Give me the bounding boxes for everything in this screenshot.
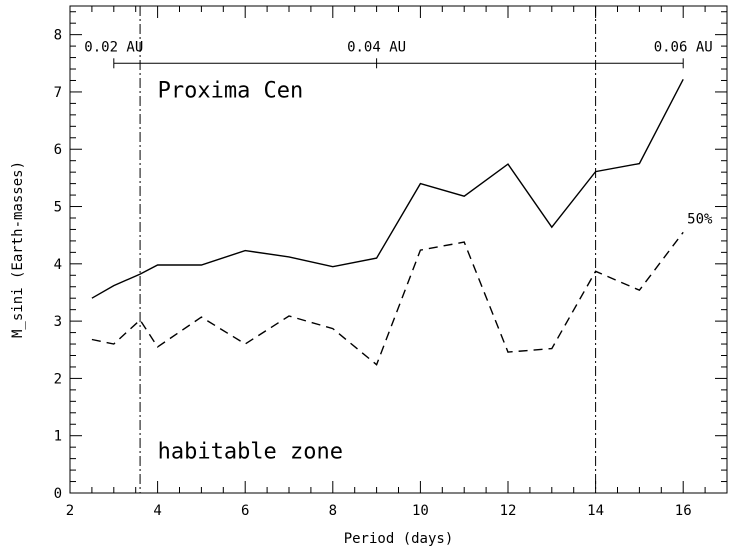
- x-tick-label: 8: [329, 503, 337, 519]
- y-tick-label: 3: [54, 314, 62, 330]
- y-tick-label: 4: [54, 257, 62, 273]
- reference-lines: [139, 6, 597, 493]
- annotation-label: habitable zone: [158, 440, 343, 465]
- au-tick-label: 0.04 AU: [347, 39, 406, 55]
- series-annotation: 50%: [687, 212, 713, 228]
- x-tick-label: 16: [675, 503, 692, 519]
- x-tick-label: 12: [500, 503, 517, 519]
- chart-title: Proxima Cen: [158, 79, 304, 104]
- y-tick-label: 1: [54, 429, 62, 445]
- x-axis-label: Period (days): [344, 531, 454, 547]
- au-tick-label: 0.02 AU: [84, 39, 143, 55]
- y-axis-label: M_sini (Earth-masses): [10, 161, 26, 338]
- y-tick-label: 2: [54, 371, 62, 387]
- y-tick-label: 0: [54, 486, 62, 502]
- y-tick-label: 7: [54, 85, 62, 101]
- x-tick-label: 14: [587, 503, 604, 519]
- series-line-solid: [91, 78, 684, 299]
- series-lines: [91, 78, 684, 366]
- axis-ticks: [69, 6, 728, 494]
- y-tick-label: 8: [54, 28, 62, 44]
- x-tick-label: 6: [241, 503, 249, 519]
- x-tick-label: 10: [412, 503, 429, 519]
- series-line-dashed: [91, 231, 684, 366]
- y-tick-label: 6: [54, 142, 62, 158]
- x-tick-label: 4: [153, 503, 161, 519]
- x-tick-label: 2: [66, 503, 74, 519]
- au-scale-axis: [113, 58, 684, 69]
- y-tick-label: 5: [54, 200, 62, 216]
- au-tick-label: 0.06 AU: [654, 39, 713, 55]
